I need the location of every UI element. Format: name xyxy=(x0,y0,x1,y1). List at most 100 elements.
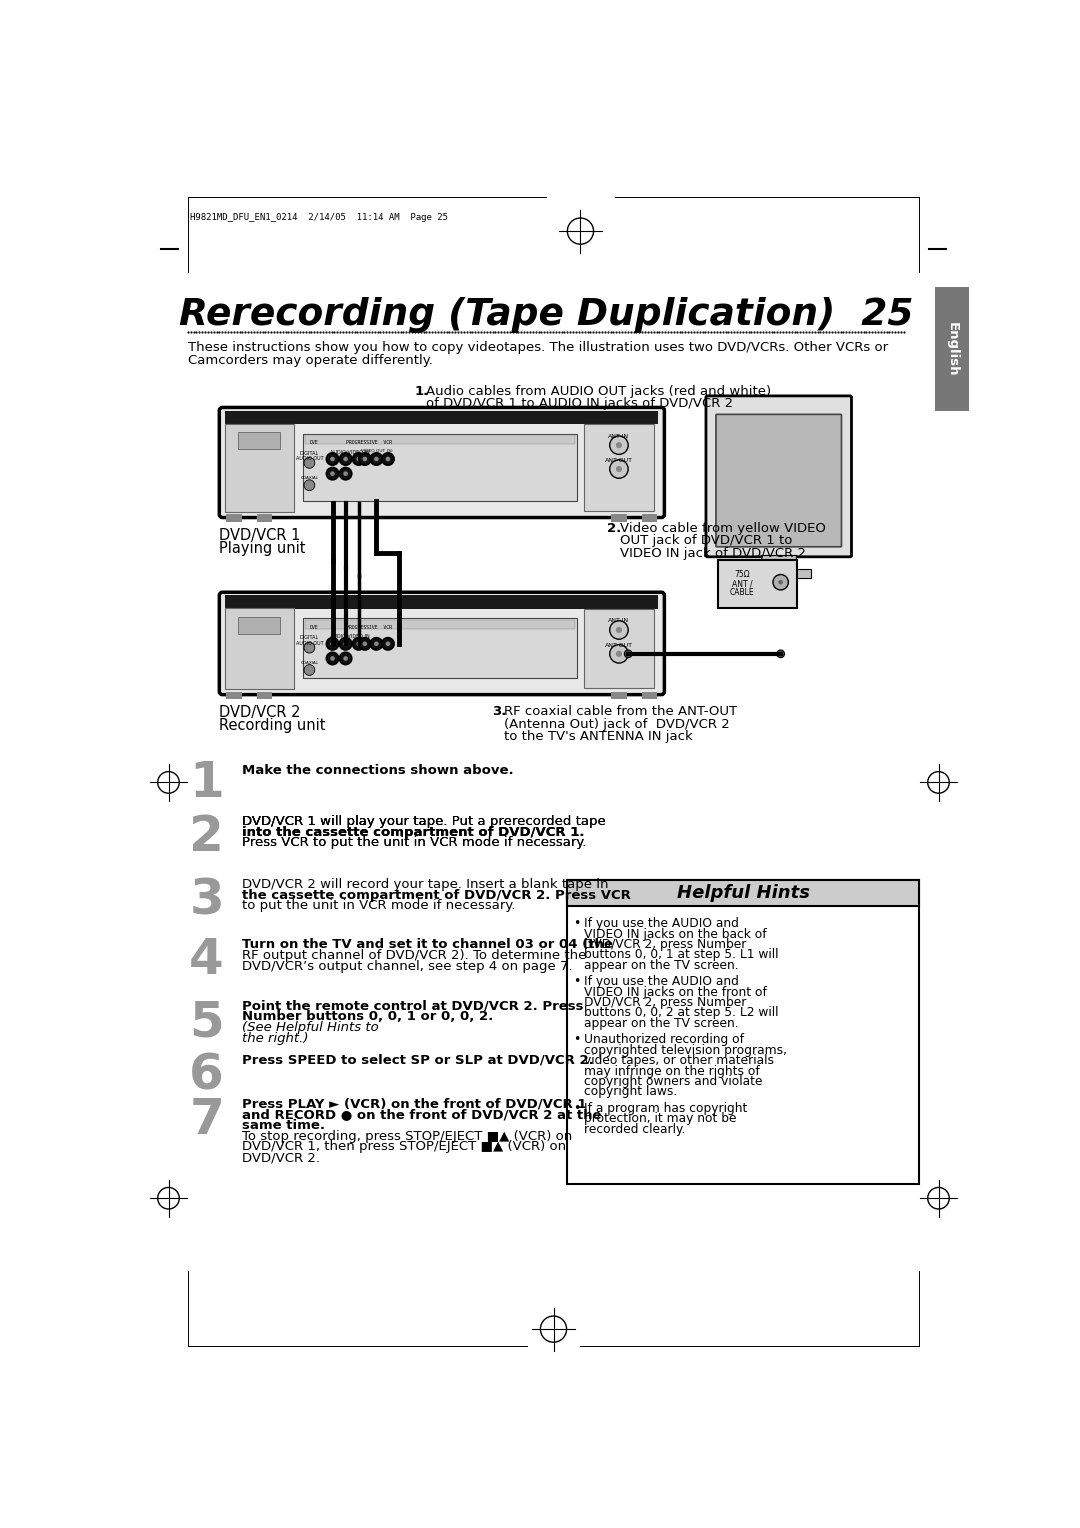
Circle shape xyxy=(339,468,352,480)
Bar xyxy=(238,432,280,449)
Text: (Antenna Out) jack of  DVD/VCR 2: (Antenna Out) jack of DVD/VCR 2 xyxy=(504,718,730,730)
Text: 6: 6 xyxy=(189,1051,224,1100)
FancyBboxPatch shape xyxy=(718,559,797,608)
Circle shape xyxy=(330,457,335,461)
Text: DVD/VCR 2, press Number: DVD/VCR 2, press Number xyxy=(584,996,746,1008)
Bar xyxy=(642,515,658,523)
Text: DVE: DVE xyxy=(309,625,318,630)
Circle shape xyxy=(356,642,361,646)
Text: copyright owners and violate: copyright owners and violate xyxy=(584,1076,762,1088)
Circle shape xyxy=(370,637,382,649)
Text: Rerecording (Tape Duplication)  25: Rerecording (Tape Duplication) 25 xyxy=(178,298,913,333)
Text: Number buttons 0, 0, 1 or 0, 0, 2.: Number buttons 0, 0, 1 or 0, 0, 2. xyxy=(242,1010,492,1024)
Text: If you use the AUDIO and: If you use the AUDIO and xyxy=(584,917,739,931)
Text: 2: 2 xyxy=(189,813,225,862)
FancyBboxPatch shape xyxy=(706,396,851,556)
Text: H9821MD_DFU_EN1_0214  2/14/05  11:14 AM  Page 25: H9821MD_DFU_EN1_0214 2/14/05 11:14 AM Pa… xyxy=(190,212,448,222)
Text: Audio cables from AUDIO OUT jacks (red and white): Audio cables from AUDIO OUT jacks (red a… xyxy=(426,385,771,399)
Text: Video cable from yellow VIDEO: Video cable from yellow VIDEO xyxy=(620,523,825,535)
Text: DIGITAL
AUDIO OUT: DIGITAL AUDIO OUT xyxy=(296,636,323,646)
Circle shape xyxy=(779,581,783,585)
Text: buttons 0, 0, 1 at step 5. L1 will: buttons 0, 0, 1 at step 5. L1 will xyxy=(584,949,779,961)
Text: DVD/VCR 1 will play your tape. Put a prerecorded tape: DVD/VCR 1 will play your tape. Put a pre… xyxy=(242,814,606,828)
Text: English: English xyxy=(945,322,958,376)
Circle shape xyxy=(382,452,394,465)
Text: 75Ω: 75Ω xyxy=(734,570,750,579)
Text: copyright laws.: copyright laws. xyxy=(584,1085,677,1099)
Text: DVD/VCR 1, then press STOP/EJECT ■▲ (VCR) on: DVD/VCR 1, then press STOP/EJECT ■▲ (VCR… xyxy=(242,1140,566,1154)
Circle shape xyxy=(363,642,367,646)
Circle shape xyxy=(610,620,629,639)
Circle shape xyxy=(339,637,352,649)
Text: Unauthorized recording of: Unauthorized recording of xyxy=(584,1033,744,1047)
Circle shape xyxy=(386,457,390,461)
Circle shape xyxy=(352,637,365,649)
Text: RF coaxial cable from the ANT-OUT: RF coaxial cable from the ANT-OUT xyxy=(504,706,738,718)
Text: DVD/VCR 1 will play your tape.: DVD/VCR 1 will play your tape. xyxy=(242,814,451,828)
Text: copyrighted television programs,: copyrighted television programs, xyxy=(584,1044,787,1057)
Circle shape xyxy=(305,642,314,652)
Circle shape xyxy=(359,452,372,465)
Text: DIGITAL
AUDIO OUT: DIGITAL AUDIO OUT xyxy=(296,451,323,461)
Text: protection, it may not be: protection, it may not be xyxy=(584,1112,737,1125)
Circle shape xyxy=(610,435,629,454)
Text: 5: 5 xyxy=(189,998,224,1047)
Text: Make the connections shown above.: Make the connections shown above. xyxy=(242,764,513,776)
Circle shape xyxy=(343,656,348,660)
Text: the right.): the right.) xyxy=(242,1031,308,1045)
Text: ANT /: ANT / xyxy=(732,579,753,588)
Text: Point the remote control at DVD/VCR 2. Press: Point the remote control at DVD/VCR 2. P… xyxy=(242,999,583,1013)
Circle shape xyxy=(305,457,314,468)
Circle shape xyxy=(382,637,394,649)
Bar xyxy=(257,692,272,700)
FancyBboxPatch shape xyxy=(219,408,664,518)
Text: Press VCR to put the unit in VCR mode if necessary.: Press VCR to put the unit in VCR mode if… xyxy=(242,836,586,850)
Bar xyxy=(611,515,626,523)
Text: Helpful Hints: Helpful Hints xyxy=(677,885,810,903)
Circle shape xyxy=(343,457,348,461)
Circle shape xyxy=(343,471,348,475)
Circle shape xyxy=(374,457,379,461)
Text: DVD/VCR 2: DVD/VCR 2 xyxy=(218,706,300,720)
Bar xyxy=(642,692,658,700)
Text: Playing unit: Playing unit xyxy=(218,541,305,556)
Text: DVD/VCR 1: DVD/VCR 1 xyxy=(218,529,300,544)
Bar xyxy=(934,287,969,411)
Text: ANT-OUT: ANT-OUT xyxy=(605,458,633,463)
Text: Press PLAY ► (VCR) on the front of DVD/VCR 1: Press PLAY ► (VCR) on the front of DVD/V… xyxy=(242,1097,586,1111)
Circle shape xyxy=(777,649,784,657)
Text: 3: 3 xyxy=(189,877,224,924)
Text: Recording unit: Recording unit xyxy=(218,718,325,733)
Text: PROGRESSIVE  VCR: PROGRESSIVE VCR xyxy=(346,625,392,630)
Bar xyxy=(226,596,658,610)
Circle shape xyxy=(616,466,622,472)
Text: 2.: 2. xyxy=(607,523,622,535)
Text: to put the unit in VCR mode if necessary.: to put the unit in VCR mode if necessary… xyxy=(242,900,515,912)
Circle shape xyxy=(610,460,629,478)
Text: appear on the TV screen.: appear on the TV screen. xyxy=(584,1018,739,1030)
Text: If a program has copyright: If a program has copyright xyxy=(584,1102,747,1115)
Circle shape xyxy=(616,442,622,448)
Circle shape xyxy=(326,452,339,465)
Text: OUT jack of DVD/VCR 1 to: OUT jack of DVD/VCR 1 to xyxy=(620,535,792,547)
Bar xyxy=(305,620,575,630)
Text: VIDEO IN jacks on the front of: VIDEO IN jacks on the front of xyxy=(584,986,767,999)
Circle shape xyxy=(610,645,629,663)
Text: of DVD/VCR 1 to AUDIO IN jacks of DVD/VCR 2: of DVD/VCR 1 to AUDIO IN jacks of DVD/VC… xyxy=(426,397,733,411)
Bar xyxy=(305,435,575,445)
Text: AUDIO/VIDEO IN: AUDIO/VIDEO IN xyxy=(329,634,369,639)
Text: 1.: 1. xyxy=(415,385,429,399)
Text: DVD/VCR 2 will record your tape. Insert a blank tape in: DVD/VCR 2 will record your tape. Insert … xyxy=(242,879,608,891)
Circle shape xyxy=(339,652,352,665)
Text: same time.: same time. xyxy=(242,1118,325,1132)
Circle shape xyxy=(374,642,379,646)
Bar xyxy=(303,434,577,501)
Text: •: • xyxy=(572,1033,580,1047)
Text: appear on the TV screen.: appear on the TV screen. xyxy=(584,958,739,972)
Text: 7: 7 xyxy=(189,1096,225,1144)
Text: 3.: 3. xyxy=(491,706,507,718)
Text: Camcorders may operate differently.: Camcorders may operate differently. xyxy=(188,354,433,367)
Text: Turn on the TV and set it to channel 03 or 04 (the: Turn on the TV and set it to channel 03 … xyxy=(242,938,612,950)
Text: Press SPEED to select SP or SLP at DVD/VCR 2.: Press SPEED to select SP or SLP at DVD/V… xyxy=(242,1053,593,1067)
Text: ANT-OUT: ANT-OUT xyxy=(605,643,633,648)
